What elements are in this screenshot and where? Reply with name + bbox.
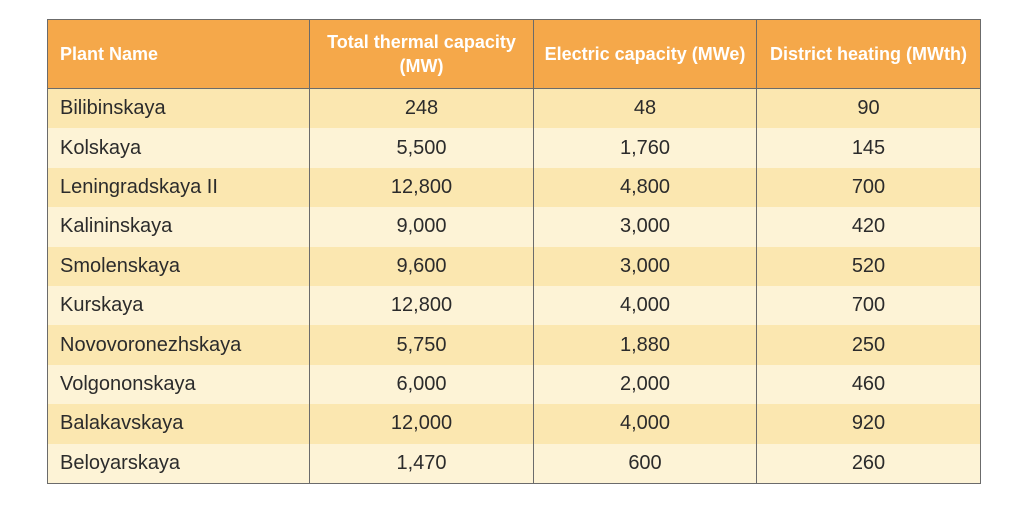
table-row: Smolenskaya 9,600 3,000 520 — [47, 246, 981, 286]
cell-plant-name: Kurskaya — [47, 285, 310, 326]
cell-thermal-capacity: 12,000 — [309, 404, 534, 444]
cell-district-heating: 250 — [756, 325, 981, 365]
header-district-heating: District heating (MWth) — [756, 19, 981, 89]
cell-plant-name: Volgononskaya — [47, 364, 310, 405]
header-row: Plant Name Total thermal capacity (MW) E… — [47, 19, 981, 89]
table-row: Kurskaya 12,800 4,000 700 — [47, 285, 981, 326]
header-total-thermal-capacity: Total thermal capacity (MW) — [309, 19, 534, 89]
table-row: Bilibinskaya 248 48 90 — [47, 88, 981, 129]
cell-district-heating: 520 — [756, 246, 981, 286]
cell-district-heating: 700 — [756, 167, 981, 208]
table-row: Volgononskaya 6,000 2,000 460 — [47, 364, 981, 405]
cell-thermal-capacity: 12,800 — [309, 167, 534, 208]
cell-district-heating: 420 — [756, 207, 981, 247]
cell-electric-capacity: 4,800 — [533, 167, 757, 208]
cell-district-heating: 260 — [756, 443, 981, 484]
cell-district-heating: 145 — [756, 128, 981, 168]
cell-electric-capacity: 2,000 — [533, 364, 757, 405]
cell-electric-capacity: 4,000 — [533, 404, 757, 444]
cell-district-heating: 920 — [756, 404, 981, 444]
cell-electric-capacity: 600 — [533, 443, 757, 484]
cell-thermal-capacity: 9,000 — [309, 207, 534, 247]
cell-district-heating: 460 — [756, 364, 981, 405]
cell-plant-name: Beloyarskaya — [47, 443, 310, 484]
table-header: Plant Name Total thermal capacity (MW) E… — [47, 19, 981, 89]
table-row: Kalininskaya 9,000 3,000 420 — [47, 207, 981, 247]
cell-plant-name: Balakavskaya — [47, 404, 310, 444]
cell-thermal-capacity: 5,500 — [309, 128, 534, 168]
cell-electric-capacity: 1,760 — [533, 128, 757, 168]
cell-thermal-capacity: 9,600 — [309, 246, 534, 286]
cell-plant-name: Leningradskaya II — [47, 167, 310, 208]
cell-district-heating: 90 — [756, 88, 981, 129]
table-row: Balakavskaya 12,000 4,000 920 — [47, 404, 981, 444]
header-electric-capacity: Electric capacity (MWe) — [533, 19, 757, 89]
cell-plant-name: Bilibinskaya — [47, 88, 310, 129]
cell-plant-name: Novovoronezhskaya — [47, 325, 310, 365]
cell-electric-capacity: 48 — [533, 88, 757, 129]
plant-capacity-table-container: Plant Name Total thermal capacity (MW) E… — [47, 19, 981, 484]
cell-electric-capacity: 3,000 — [533, 207, 757, 247]
header-plant-name: Plant Name — [47, 19, 310, 89]
table-row: Novovoronezhskaya 5,750 1,880 250 — [47, 325, 981, 365]
cell-electric-capacity: 1,880 — [533, 325, 757, 365]
plant-capacity-table: Plant Name Total thermal capacity (MW) E… — [47, 19, 981, 484]
cell-plant-name: Smolenskaya — [47, 246, 310, 286]
cell-thermal-capacity: 12,800 — [309, 285, 534, 326]
cell-thermal-capacity: 6,000 — [309, 364, 534, 405]
table-body: Bilibinskaya 248 48 90 Kolskaya 5,500 1,… — [47, 88, 981, 484]
cell-electric-capacity: 4,000 — [533, 285, 757, 326]
cell-district-heating: 700 — [756, 285, 981, 326]
cell-thermal-capacity: 5,750 — [309, 325, 534, 365]
table-row: Leningradskaya II 12,800 4,800 700 — [47, 167, 981, 208]
cell-plant-name: Kalininskaya — [47, 207, 310, 247]
cell-thermal-capacity: 248 — [309, 88, 534, 129]
cell-electric-capacity: 3,000 — [533, 246, 757, 286]
cell-plant-name: Kolskaya — [47, 128, 310, 168]
table-row: Kolskaya 5,500 1,760 145 — [47, 128, 981, 168]
cell-thermal-capacity: 1,470 — [309, 443, 534, 484]
table-row: Beloyarskaya 1,470 600 260 — [47, 443, 981, 484]
